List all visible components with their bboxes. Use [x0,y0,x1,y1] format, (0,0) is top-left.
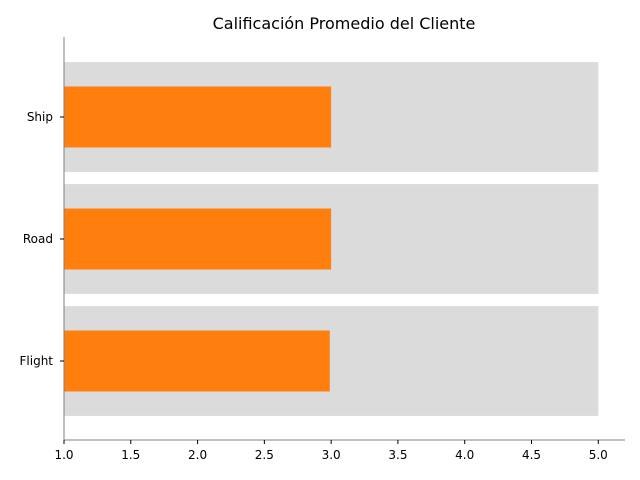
x-tick-label-3-0: 3.0 [322,448,341,462]
x-tick-label-4-5: 4.5 [522,448,541,462]
y-tick-label-road: Road [23,232,53,246]
data-bars [64,86,332,392]
chart-title: Calificación Promedio del Cliente [213,14,476,33]
bar-road [64,208,332,270]
x-tick-label-2-0: 2.0 [188,448,207,462]
x-tick-label-2-5: 2.5 [255,448,274,462]
x-tick-label-4-0: 4.0 [455,448,474,462]
x-tick-label-1-0: 1.0 [54,448,73,462]
x-tick-label-1-5: 1.5 [121,448,140,462]
x-tick-label-5-0: 5.0 [589,448,608,462]
y-ticks: Flight Road Ship [20,110,64,368]
y-tick-label-ship: Ship [27,110,53,124]
x-tick-label-3-5: 3.5 [388,448,407,462]
x-ticks: 1.0 1.5 2.0 2.5 3.0 3.5 4.0 4.5 5.0 [54,440,608,462]
bar-ship [64,86,332,148]
y-tick-label-flight: Flight [20,354,54,368]
bar-flight [64,330,330,392]
